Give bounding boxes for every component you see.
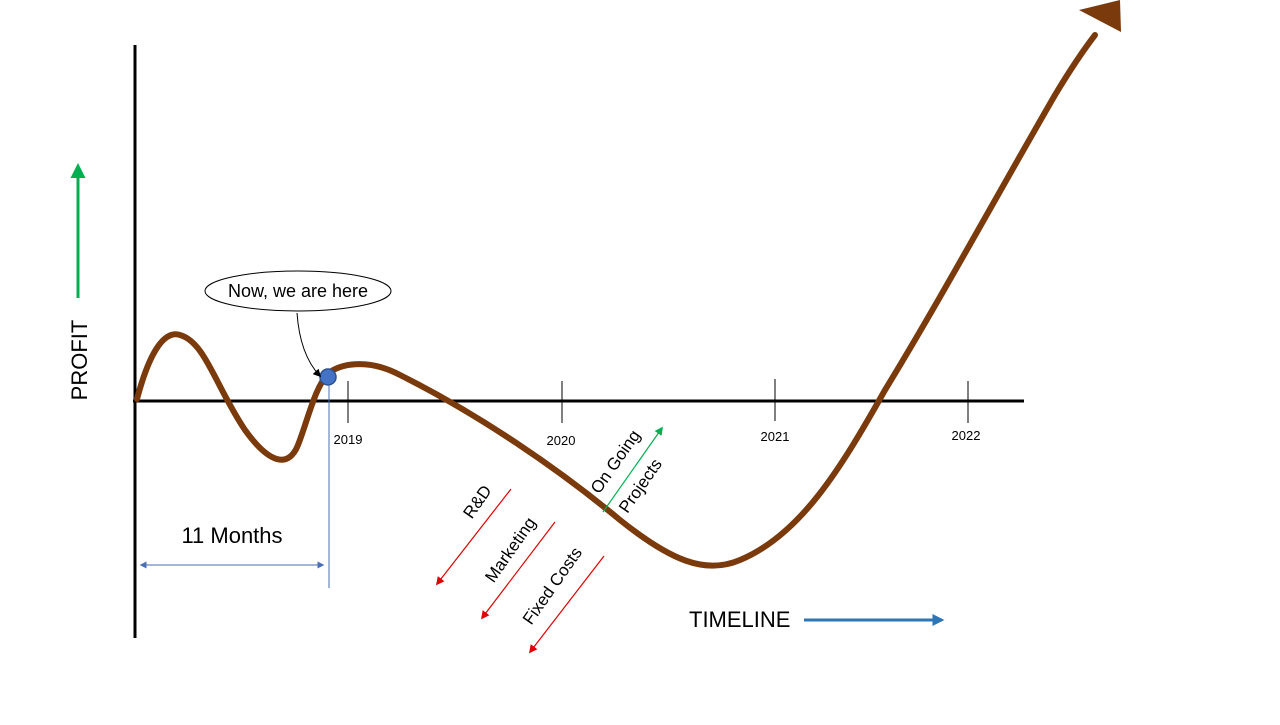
callout-text: Now, we are here bbox=[228, 281, 368, 301]
timeline-label: TIMELINE bbox=[689, 607, 790, 632]
profit-label: PROFIT bbox=[67, 320, 92, 401]
profit-curve bbox=[134, 32, 1098, 569]
factor-label-marketing: Marketing bbox=[481, 514, 539, 586]
fixed-costs-down-arrow bbox=[528, 555, 605, 654]
rnd-down-arrow bbox=[435, 488, 512, 586]
duration-label: 11 Months bbox=[181, 523, 282, 548]
tick-label-2021: 2021 bbox=[761, 429, 790, 444]
current-position-marker bbox=[319, 368, 337, 386]
tick-label-2020: 2020 bbox=[547, 433, 576, 448]
callout-pointer bbox=[296, 312, 322, 378]
tick-label-2022: 2022 bbox=[952, 428, 981, 443]
tick-label-2019: 2019 bbox=[334, 432, 363, 447]
profit-curve-arrowhead bbox=[1079, 0, 1121, 32]
marketing-down-arrow bbox=[480, 521, 556, 620]
callout-bubble bbox=[204, 270, 392, 312]
ongoing-projects-up-arrow bbox=[602, 426, 663, 513]
